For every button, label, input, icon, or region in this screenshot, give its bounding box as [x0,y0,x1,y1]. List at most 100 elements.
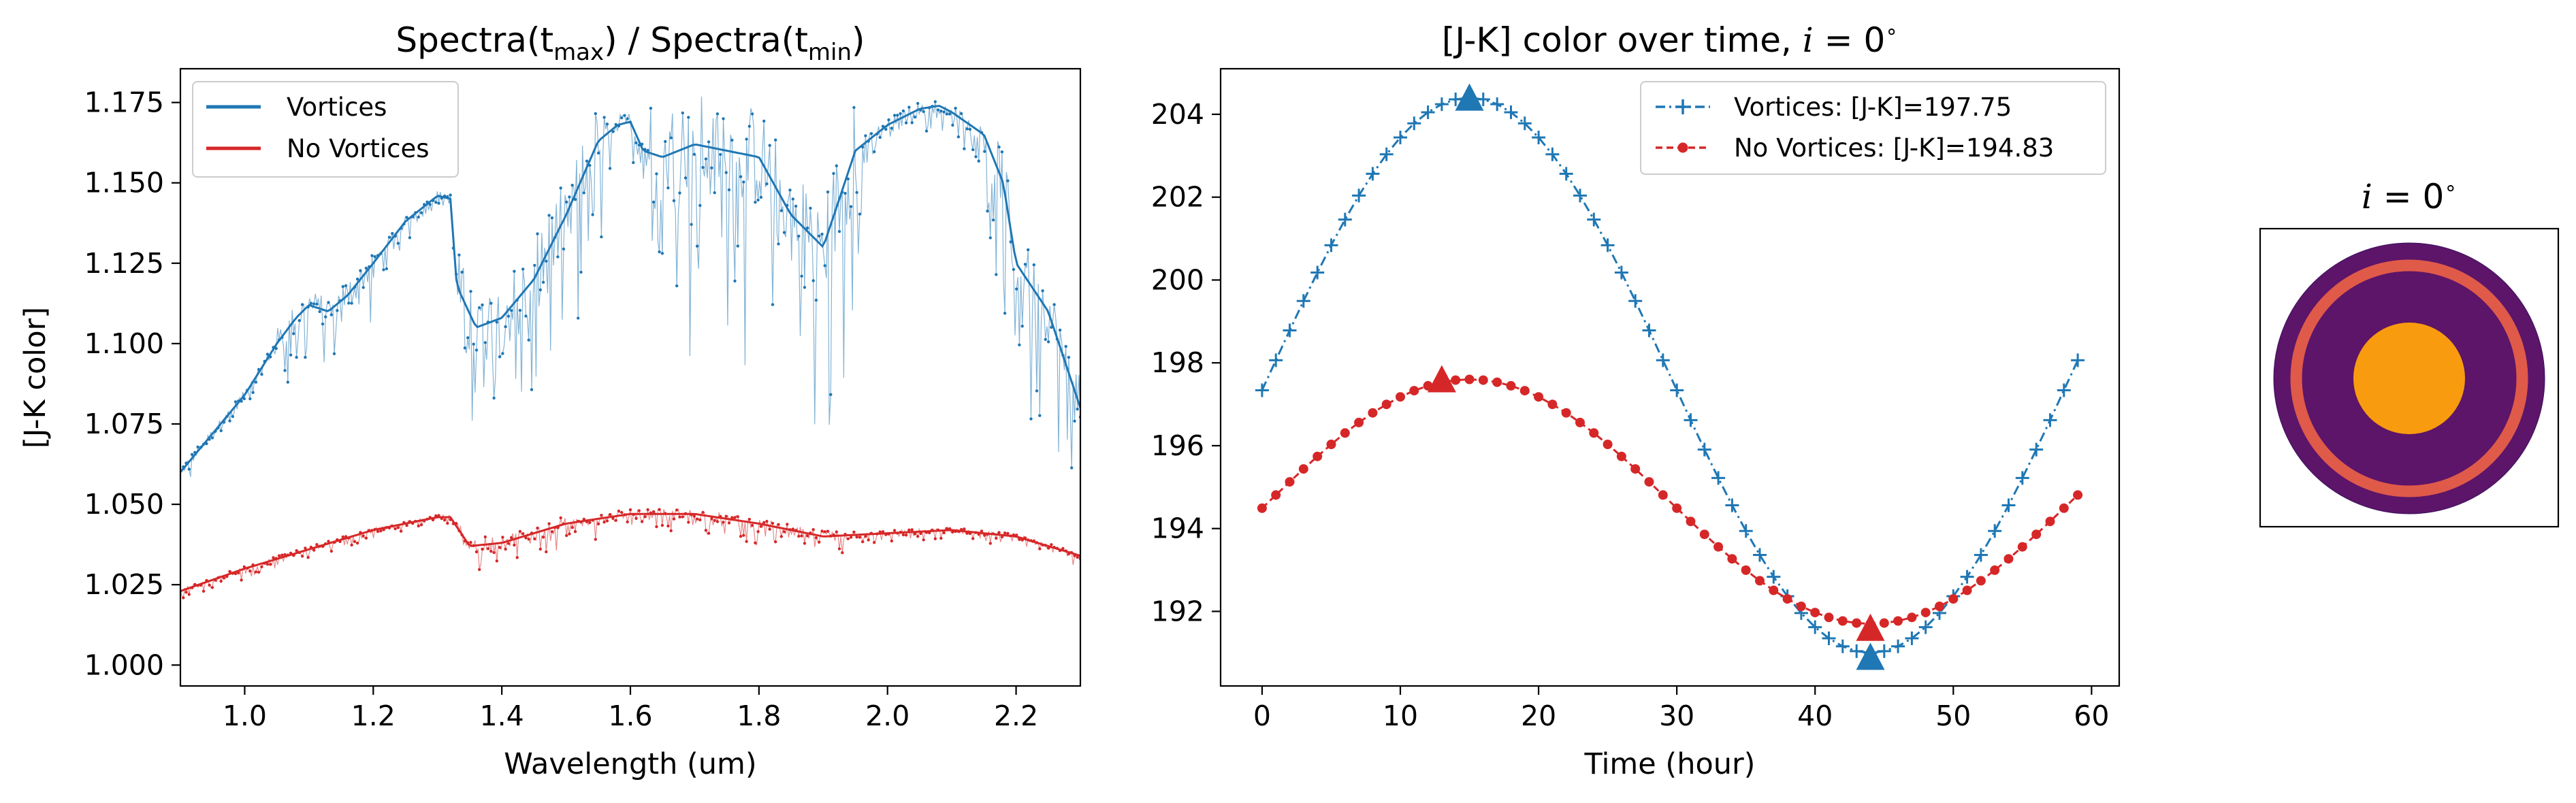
spectrum-point [510,309,513,312]
spectrum-point [846,537,850,540]
dot-marker [1326,440,1336,449]
plus-marker [1504,105,1518,119]
plus-marker [1725,498,1739,512]
dot-marker [1506,380,1516,391]
spectrum-point [605,122,609,126]
spectrum-point [577,316,580,320]
spectrum-point [396,526,400,529]
dot-marker [1741,565,1751,575]
spectrum-point [1076,555,1079,559]
spectrum-point [355,541,359,545]
spectrum-point [582,191,585,195]
spectrum-point [683,176,688,180]
plus-marker [1850,644,1864,658]
spectrum-point [513,543,516,547]
x-tick-label: 20 [1521,700,1556,732]
spectrum-point [570,184,574,187]
spectrum-point [651,200,656,204]
x-tick-label: 1.0 [223,700,267,732]
spectrum-point [1073,419,1076,423]
spectrum-point [899,112,902,116]
spectrum-point [649,106,653,110]
spectrum-point [341,284,344,289]
plus-marker [1600,238,1615,252]
spectrum-point [620,116,624,120]
spectrum-point [300,555,304,558]
spectrum-point [727,521,731,525]
spectrum-point [300,303,304,306]
spectrum-point [1032,263,1036,267]
spectrum-point [492,551,496,555]
spectrum-point [754,541,757,544]
spectrum-point [995,536,998,540]
plus-marker [1407,116,1421,131]
spectrum-point [774,138,777,142]
spectrum-point [187,468,191,471]
plus-marker [1352,189,1366,203]
spectrum-point [495,559,498,563]
spectrum-point [660,252,664,255]
plus-marker [1434,97,1449,112]
spectrum-point [1003,312,1007,315]
plus-marker [1421,105,1435,119]
spectrum-point [715,520,720,523]
spectrum-point [579,270,583,274]
spectrum-point [297,318,301,323]
spectrum-point [869,132,873,135]
plus-marker [1366,167,1380,181]
spectrum-point [547,522,551,525]
spectrum-point [361,286,365,289]
spectrum-point [568,532,571,536]
spectrum-point [779,209,784,212]
spectrum-point [405,524,408,527]
spectrum-point [373,255,376,259]
spectrum-point [759,195,763,199]
spectrum-point [901,109,905,113]
spectrum-point [210,586,214,589]
dot-marker [1810,608,1820,618]
spectrum-point [698,518,702,522]
spectrum-point [248,570,252,573]
spectrum-point [376,529,380,534]
y-tick-label: 202 [1151,181,1204,214]
spectrum-point [312,302,316,306]
spectrum-point [265,563,270,566]
spectrum-point [948,112,952,116]
x-tick-label: 1.2 [351,700,396,732]
spectrum-point [942,531,946,535]
spectrum-point [922,538,925,542]
spectrum-point [919,531,922,536]
dot-marker [1630,464,1641,474]
spectrum-point [231,414,234,419]
spectrum-point [419,211,423,214]
chart-title-spectra: Spectra(tmax) / Spectra(tmin) [396,20,865,66]
plus-marker [1449,93,1463,106]
spectrum-point [782,530,786,534]
spectrum-point [501,536,504,539]
spectrum-point [1050,325,1053,329]
spectrum-point [814,298,818,302]
spectrum-point [562,247,566,251]
spectrum-point [710,517,713,521]
plot-area-time [1255,83,2085,670]
spectrum-point [687,116,690,119]
spectrum-point [469,540,472,544]
spectrum-point [933,100,937,103]
spectrum-point [324,315,327,318]
spectrum-point [1020,325,1024,328]
spectrum-point [843,191,847,195]
x-tick-label: 40 [1797,700,1833,732]
spectrum-point [1076,408,1079,411]
spectrum-point [483,341,487,344]
spectrum-point [257,570,261,574]
dot-marker [2059,503,2069,513]
spectrum-point [478,306,481,310]
spectrum-point [219,579,223,583]
spectrum-point [332,352,336,355]
dot-marker [2073,490,2083,500]
spectrum-point [852,105,856,110]
spectrum-point [1027,248,1030,252]
spectrum-point [408,236,412,240]
spectrum-point [890,127,894,130]
